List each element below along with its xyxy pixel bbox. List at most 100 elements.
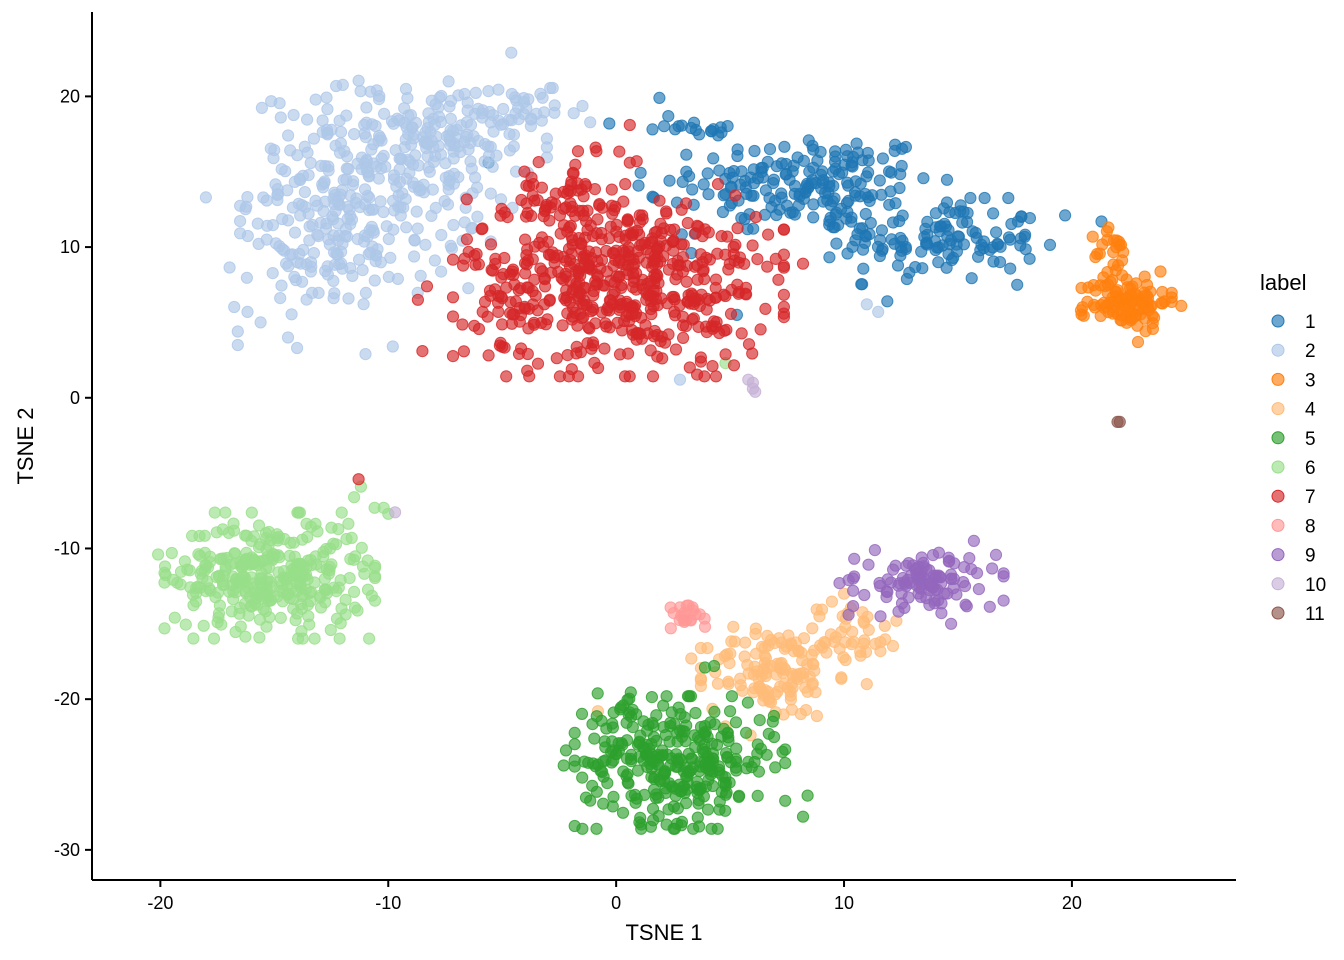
data-point (363, 632, 376, 645)
data-point (485, 263, 498, 276)
data-point (403, 155, 416, 168)
data-point (482, 85, 495, 98)
data-point (709, 370, 723, 383)
data-point (607, 754, 620, 767)
data-point (505, 46, 518, 59)
data-point (714, 121, 727, 134)
data-point (961, 215, 974, 229)
data-point (241, 191, 254, 204)
data-point (711, 822, 724, 835)
legend-swatch (1271, 577, 1285, 591)
data-point (522, 322, 535, 335)
data-point (654, 775, 667, 788)
data-point (603, 321, 616, 334)
data-point (528, 273, 541, 286)
data-point (682, 747, 695, 760)
legend-item-5: 5 (1271, 429, 1316, 450)
data-point (179, 618, 192, 631)
data-point (719, 788, 732, 801)
data-point (373, 129, 386, 143)
data-point (978, 191, 991, 205)
data-point (806, 622, 819, 635)
data-point (751, 789, 764, 803)
data-point (284, 144, 297, 157)
data-point (278, 532, 291, 546)
data-point (685, 652, 698, 665)
data-point (274, 111, 287, 124)
data-point (492, 83, 505, 96)
data-point (709, 291, 722, 304)
data-point (672, 756, 685, 769)
data-point (960, 600, 973, 613)
data-point (358, 235, 371, 248)
data-point (740, 726, 753, 739)
data-point (656, 352, 669, 365)
data-point (314, 159, 328, 172)
data-point (1004, 233, 1017, 246)
data-point (683, 361, 696, 374)
data-point (557, 759, 570, 772)
legend-swatch (1271, 314, 1285, 328)
data-point (964, 191, 977, 205)
data-point (543, 294, 556, 307)
data-point (644, 344, 657, 357)
data-point (591, 213, 604, 226)
data-point (660, 207, 673, 220)
data-point (432, 110, 446, 123)
data-point (443, 175, 456, 188)
data-point (691, 783, 704, 796)
data-point (483, 284, 497, 297)
data-point (876, 152, 890, 165)
data-point (361, 583, 375, 596)
data-point (664, 223, 677, 237)
data-point (342, 292, 355, 305)
data-point (683, 690, 696, 703)
data-point (565, 247, 578, 260)
data-point (268, 144, 281, 157)
data-point (487, 125, 500, 138)
data-point (711, 178, 725, 191)
data-point (862, 166, 875, 179)
data-point (434, 148, 447, 161)
data-point (584, 116, 597, 129)
data-point (219, 506, 232, 519)
data-point (274, 611, 287, 625)
data-point (496, 340, 509, 353)
data-point (1002, 191, 1015, 205)
data-point (372, 172, 385, 185)
data-point (747, 189, 760, 202)
data-point (158, 622, 171, 635)
data-point (709, 273, 723, 286)
legend-item-1: 1 (1271, 312, 1316, 333)
data-point (613, 230, 626, 243)
data-point (416, 345, 429, 358)
data-point (698, 620, 712, 633)
data-point (282, 129, 295, 142)
series-4-points (591, 587, 903, 742)
data-point (790, 668, 804, 681)
data-point (1114, 238, 1128, 252)
legend-item-4: 4 (1271, 400, 1316, 421)
data-point (521, 347, 534, 361)
data-point (340, 109, 353, 122)
data-point (696, 265, 710, 278)
data-point (254, 316, 267, 329)
data-point (662, 263, 676, 276)
data-point (778, 140, 791, 153)
data-point (245, 506, 258, 519)
data-point (556, 319, 569, 332)
data-point (608, 204, 621, 217)
data-point (625, 789, 638, 802)
data-point (198, 546, 212, 560)
data-point (1138, 270, 1151, 283)
data-point (530, 107, 543, 121)
data-point (862, 623, 875, 637)
data-point (563, 260, 577, 273)
data-point (358, 183, 372, 196)
data-point (687, 312, 701, 325)
data-point (634, 729, 647, 742)
data-point (989, 548, 1003, 562)
data-point (370, 160, 383, 173)
data-point (849, 175, 862, 188)
data-point (808, 664, 821, 677)
